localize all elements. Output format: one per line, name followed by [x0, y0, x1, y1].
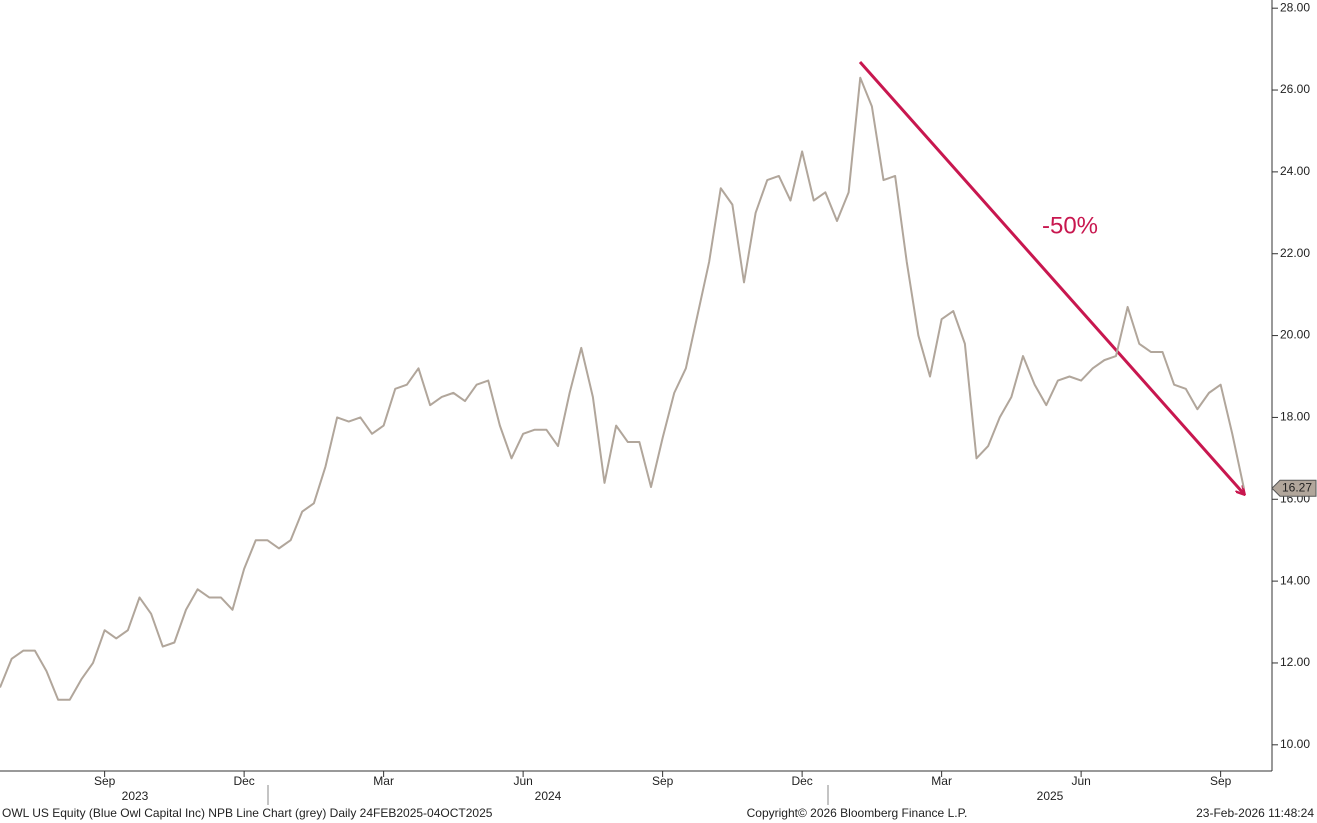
x-tick-label: Mar: [373, 774, 394, 788]
x-tick-label: Jun: [513, 774, 532, 788]
x-tick-label: Dec: [233, 774, 254, 788]
year-label: 2023: [122, 789, 149, 803]
year-label: 2025: [1037, 789, 1064, 803]
y-tick-label: 24.00: [1280, 164, 1310, 178]
x-tick-label: Sep: [94, 774, 116, 788]
last-value-label: 16.27: [1282, 480, 1312, 494]
y-tick-label: 14.00: [1280, 573, 1310, 587]
x-tick-label: Mar: [931, 774, 952, 788]
trend-arrow: [858, 61, 1244, 494]
y-tick-label: 10.00: [1280, 737, 1310, 751]
x-tick-label: Jun: [1071, 774, 1090, 788]
footer-right: 23-Feb-2026 11:48:24: [1196, 806, 1314, 820]
y-tick-label: 20.00: [1280, 328, 1310, 342]
footer-left: OWL US Equity (Blue Owl Capital Inc) NPB…: [2, 806, 493, 820]
y-tick-label: 26.00: [1280, 82, 1310, 96]
price-line: [0, 76, 1245, 701]
y-tick-label: 12.00: [1280, 655, 1310, 669]
y-tick-label: 18.00: [1280, 410, 1310, 424]
x-tick-label: Sep: [652, 774, 674, 788]
year-label: 2024: [535, 789, 562, 803]
footer-center: Copyright© 2026 Bloomberg Finance L.P.: [747, 806, 968, 820]
x-tick-label: Dec: [791, 774, 812, 788]
annotation: -50%: [1042, 212, 1098, 239]
y-tick-label: 22.00: [1280, 246, 1310, 260]
x-tick-label: Sep: [1210, 774, 1232, 788]
y-tick-label: 28.00: [1280, 0, 1310, 14]
last-value-box: [1271, 479, 1317, 497]
